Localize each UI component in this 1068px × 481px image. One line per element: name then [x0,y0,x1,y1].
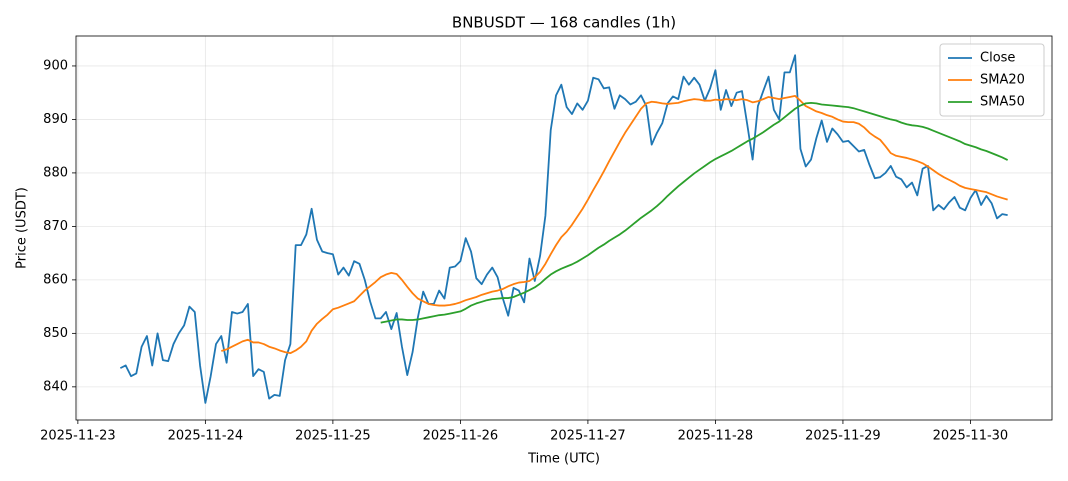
legend-label: SMA50 [980,95,1025,110]
line-series [119,54,1008,404]
x-axis-label: Time (UTC) [527,452,600,467]
x-tick-label: 2025-11-25 [295,429,371,444]
legend-label: Close [980,51,1015,66]
legend-label: SMA20 [980,73,1025,88]
x-tick-label: 2025-11-28 [678,429,754,444]
plot-frame [75,35,1053,421]
y-tick-label: 890 [43,112,68,127]
chart-title: BNBUSDT — 168 candles (1h) [452,14,676,32]
y-tick-label: 850 [43,326,68,341]
line-series [380,101,1009,324]
line-series [221,95,1008,355]
x-tick-label: 2025-11-27 [550,429,626,444]
y-tick-label: 880 [43,165,68,180]
legend-box [939,43,1045,117]
x-tick-label: 2025-11-29 [805,429,881,444]
x-tick-label: 2025-11-23 [40,429,116,444]
y-tick-label: 900 [43,58,68,73]
y-axis-label: Price (USDT) [15,187,30,269]
y-tick-label: 860 [43,272,68,287]
x-tick-label: 2025-11-24 [168,429,244,444]
x-tick-label: 2025-11-30 [933,429,1009,444]
x-tick-label: 2025-11-26 [423,429,499,444]
y-tick-label: 840 [43,379,68,394]
y-tick-label: 870 [43,219,68,234]
